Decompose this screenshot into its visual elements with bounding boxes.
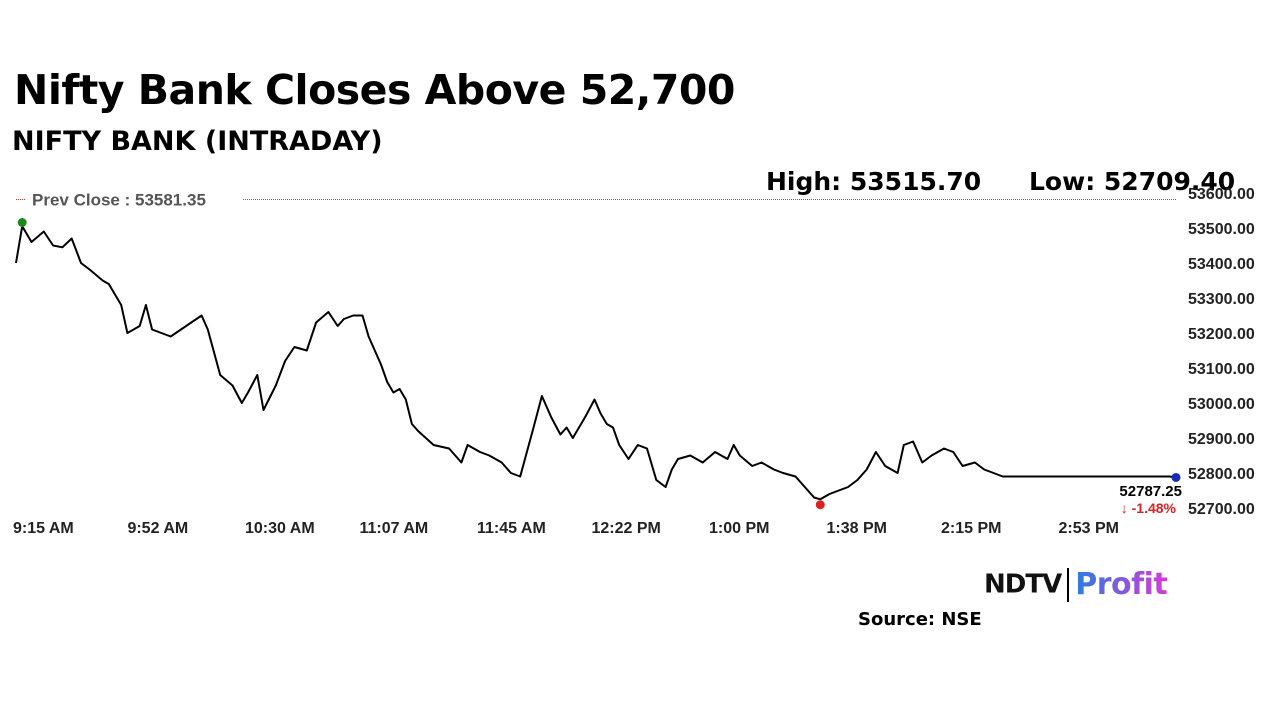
ndtv-profit-logo: NDTV Profit	[984, 567, 1168, 607]
last-price-marker	[1171, 472, 1181, 482]
logo-profit-text: Profit	[1075, 567, 1168, 602]
y-tick-label: 53300.00	[1188, 291, 1255, 308]
y-tick-label: 52700.00	[1188, 501, 1255, 518]
x-tick-label: 1:00 PM	[709, 520, 769, 537]
headline: Nifty Bank Closes Above 52,700	[14, 66, 735, 114]
day-high-marker	[17, 218, 27, 228]
source-note: Source: NSE	[858, 609, 982, 630]
x-tick-label: 11:07 AM	[359, 520, 428, 537]
y-tick-label: 53200.00	[1188, 326, 1255, 343]
chart-subtitle: NIFTY BANK (INTRADAY)	[12, 126, 383, 157]
change-percent-label: ↓ -1.48%	[1121, 500, 1177, 516]
x-tick-label: 2:53 PM	[1059, 520, 1119, 537]
x-tick-label: 9:52 AM	[127, 520, 188, 537]
last-price-label: 52787.25	[1119, 483, 1182, 500]
high-label: High: 53515.70	[766, 167, 982, 196]
y-tick-label: 53100.00	[1188, 361, 1255, 378]
x-tick-label: 10:30 AM	[245, 520, 315, 537]
y-tick-label: 53000.00	[1188, 396, 1255, 413]
logo-divider	[1067, 567, 1070, 602]
x-tick-label: 2:15 PM	[941, 520, 1001, 537]
y-tick-label: 52900.00	[1188, 431, 1255, 448]
x-tick-label: 12:22 PM	[591, 520, 660, 537]
logo-ndtv-text: NDTV	[984, 569, 1062, 600]
prev-close-label: Prev Close : 53581.35	[32, 191, 206, 210]
low-label: Low: 52709.40	[1029, 167, 1236, 196]
x-tick-label: 9:15 AM	[13, 520, 74, 537]
y-tick-label: 53500.00	[1188, 221, 1255, 238]
y-tick-label: 53400.00	[1188, 256, 1255, 273]
x-tick-label: 11:45 AM	[477, 520, 546, 537]
y-tick-label: 53600.00	[1188, 186, 1255, 203]
x-tick-label: 1:38 PM	[827, 520, 887, 537]
day-low-marker	[815, 500, 825, 510]
y-tick-label: 52800.00	[1188, 466, 1255, 483]
series-line	[15, 225, 1177, 501]
